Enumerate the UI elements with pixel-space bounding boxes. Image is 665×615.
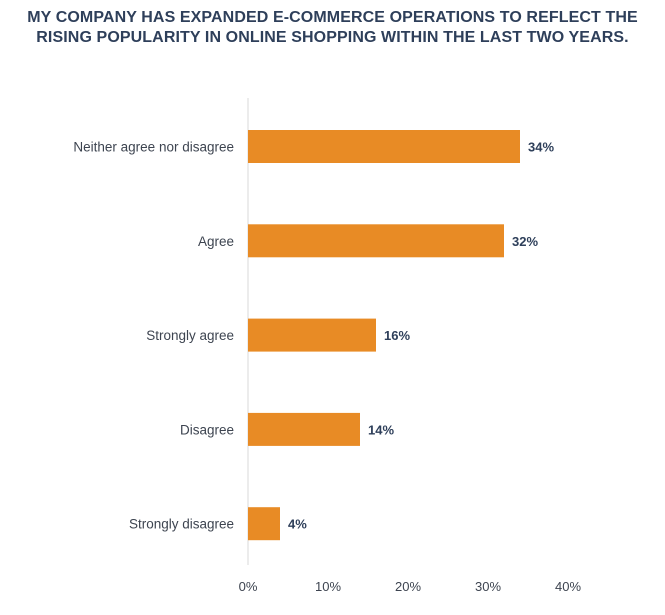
category-label: Strongly disagree [129,517,234,532]
bar[interactable] [248,507,280,541]
category-label: Disagree [180,422,234,437]
bar[interactable] [248,412,360,446]
value-label: 14% [368,422,394,437]
category-label: Neither agree nor disagree [73,140,234,155]
x-tick-label: 10% [315,579,341,594]
chart-title-line-2: RISING POPULARITY IN ONLINE SHOPPING WIT… [36,29,629,46]
value-label: 4% [288,517,307,532]
x-tick-label: 30% [475,579,501,594]
bar[interactable] [248,130,520,163]
bar[interactable] [248,224,504,258]
x-tick-label: 20% [395,579,421,594]
category-label: Agree [198,234,234,249]
category-label: Strongly agree [146,328,234,343]
x-tick-label: 0% [239,579,258,594]
chart-title-line-1: MY COMPANY HAS EXPANDED E-COMMERCE OPERA… [27,9,638,26]
x-tick-label: 40% [555,579,581,594]
bar[interactable] [248,318,376,352]
value-label: 32% [512,234,538,249]
chart-title: MY COMPANY HAS EXPANDED E-COMMERCE OPERA… [0,8,665,48]
value-label: 34% [528,140,554,155]
value-label: 16% [384,328,410,343]
